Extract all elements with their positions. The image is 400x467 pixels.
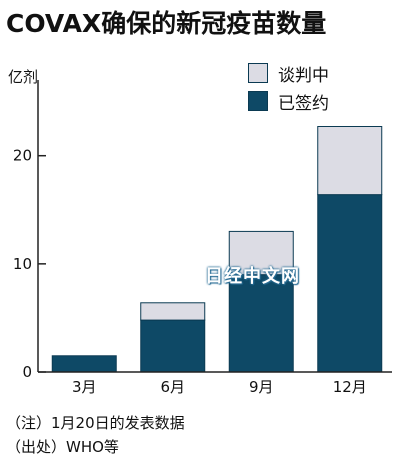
- legend-label-negotiating: 谈判中: [278, 65, 329, 86]
- legend-swatch-negotiating: [248, 63, 268, 83]
- bar-signed: [228, 274, 294, 373]
- y-tick-label: 20: [13, 147, 32, 165]
- legend-swatch-signed: [248, 91, 268, 111]
- bar-negotiating: [228, 230, 294, 276]
- bar-signed: [140, 319, 206, 373]
- x-tick-label: 9月: [249, 378, 274, 396]
- y-axis-unit-label: 亿剂: [8, 68, 39, 86]
- bar-negotiating: [140, 302, 206, 321]
- legend: 谈判中 已签约: [248, 60, 329, 116]
- x-tick-label: 6月: [160, 378, 185, 396]
- x-tick-label: 12月: [333, 378, 367, 396]
- chart-title: COVAX确保的新冠疫苗数量: [6, 9, 327, 38]
- y-tick-label: 10: [13, 255, 32, 273]
- legend-label-signed: 已签约: [278, 93, 329, 114]
- y-tick-label: 0: [22, 363, 32, 381]
- legend-item-negotiating: 谈判中: [248, 60, 329, 86]
- bar-signed: [317, 194, 383, 373]
- x-tick-label: 3月: [72, 378, 97, 396]
- watermark-logo: 日经中文网: [205, 266, 300, 287]
- bar-signed: [51, 355, 117, 373]
- bar-negotiating: [317, 126, 383, 196]
- source-line: （出处）WHO等: [6, 438, 119, 456]
- note-line: （注）1月20日的发表数据: [6, 414, 185, 432]
- legend-item-signed: 已签约: [248, 88, 329, 114]
